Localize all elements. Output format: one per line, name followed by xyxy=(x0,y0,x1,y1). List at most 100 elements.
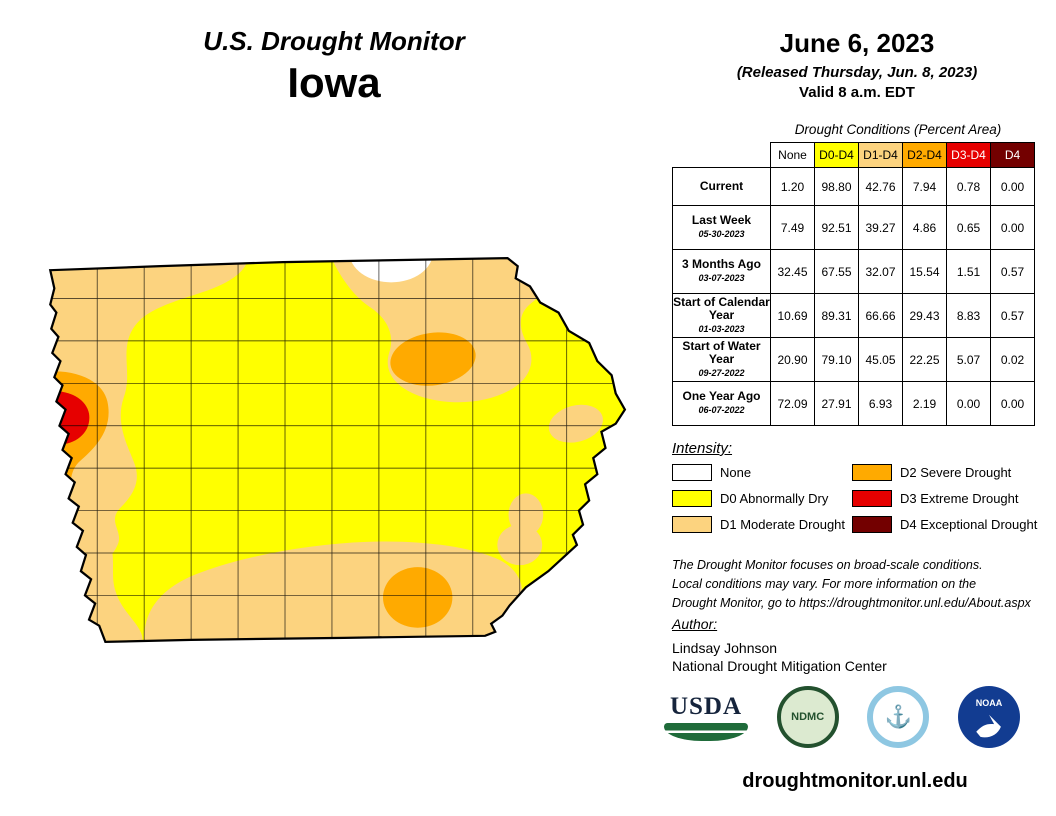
ndmc-wordmark: NDMC xyxy=(791,711,825,723)
map-region-d2-west xyxy=(50,371,109,524)
legend-column-right: D2 Severe Drought D3 Extreme Drought D4 … xyxy=(852,464,1056,533)
date-block: June 6, 2023 (Released Thursday, Jun. 8,… xyxy=(697,28,1017,101)
col-header-d3-d4: D3-D4 xyxy=(946,142,991,168)
cell-value: 45.05 xyxy=(858,337,903,382)
cell-value: 0.02 xyxy=(990,337,1035,382)
noaa-wordmark: NOAA xyxy=(975,698,1003,708)
cell-value: 32.07 xyxy=(858,249,903,294)
report-title: U.S. Drought Monitor xyxy=(203,26,465,56)
row-label: Start of Water Year 09-27-2022 xyxy=(672,337,771,382)
table-row-start-calendar-year: Start of Calendar Year 01-03-2023 10.69 … xyxy=(672,293,1035,338)
cell-value: 79.10 xyxy=(814,337,859,382)
commerce-seal-logo: ⚓ xyxy=(867,686,930,748)
drought-conditions-table: None D0-D4 D1-D4 D2-D4 D3-D4 D4 Current … xyxy=(672,142,1035,426)
cell-value: 32.45 xyxy=(770,249,815,294)
logo-row: USDA NDMC ⚓ NOAA xyxy=(664,686,1020,748)
cell-value: 42.76 xyxy=(858,167,903,206)
usda-swoosh-icon xyxy=(664,723,748,741)
author-name: Lindsay Johnson xyxy=(672,640,778,656)
release-date: (Released Thursday, Jun. 8, 2023) xyxy=(736,64,978,81)
legend-item-d3: D3 Extreme Drought xyxy=(852,490,1056,507)
title-block: U.S. Drought Monitor Iowa xyxy=(128,26,540,107)
cell-value: 6.93 xyxy=(858,381,903,426)
cell-value: 5.07 xyxy=(946,337,991,382)
table-row-last-week: Last Week 05-30-2023 7.49 92.51 39.27 4.… xyxy=(672,205,1035,250)
cell-value: 0.65 xyxy=(946,205,991,250)
disclaimer-text: The Drought Monitor focuses on broad-sca… xyxy=(672,558,1031,610)
row-label: One Year Ago 06-07-2022 xyxy=(672,381,771,426)
none-swatch xyxy=(672,464,712,481)
cell-value: 66.66 xyxy=(858,293,903,338)
footer-url: droughtmonitor.unl.edu xyxy=(742,770,968,792)
state-name: Iowa xyxy=(287,59,381,106)
cell-value: 2.19 xyxy=(902,381,947,426)
d3-swatch xyxy=(852,490,892,507)
table-caption: Drought Conditions (Percent Area) xyxy=(794,122,1002,137)
author-organization: National Drought Mitigation Center xyxy=(672,658,887,674)
cell-value: 27.91 xyxy=(814,381,859,426)
row-label: Current xyxy=(672,167,771,206)
cell-value: 20.90 xyxy=(770,337,815,382)
table-row-start-water-year: Start of Water Year 09-27-2022 20.90 79.… xyxy=(672,337,1035,382)
map-region-d1-east-upper xyxy=(548,404,603,443)
cell-value: 39.27 xyxy=(858,205,903,250)
cell-value: 0.00 xyxy=(990,381,1035,426)
cell-value: 7.49 xyxy=(770,205,815,250)
cell-value: 1.51 xyxy=(946,249,991,294)
map-region-d1-northwest xyxy=(50,258,249,572)
author-heading: Author: xyxy=(672,616,718,632)
col-header-d0-d4: D0-D4 xyxy=(814,142,859,168)
row-label: Start of Calendar Year 01-03-2023 xyxy=(672,293,771,338)
cell-value: 0.00 xyxy=(990,167,1035,206)
iowa-drought-map xyxy=(49,256,627,644)
noaa-logo: NOAA xyxy=(957,686,1020,748)
usda-wordmark: USDA xyxy=(669,693,743,720)
cell-value: 98.80 xyxy=(814,167,859,206)
cell-value: 0.00 xyxy=(990,205,1035,250)
col-header-d4: D4 xyxy=(990,142,1035,168)
cell-value: 4.86 xyxy=(902,205,947,250)
legend-item-d2: D2 Severe Drought xyxy=(852,464,1056,481)
row-label: Last Week 05-30-2023 xyxy=(672,205,771,250)
cell-value: 0.57 xyxy=(990,293,1035,338)
cell-value: 1.20 xyxy=(770,167,815,206)
table-row-3-months-ago: 3 Months Ago 03-07-2023 32.45 67.55 32.0… xyxy=(672,249,1035,294)
cell-value: 10.69 xyxy=(770,293,815,338)
cell-value: 8.83 xyxy=(946,293,991,338)
anchor-icon: ⚓ xyxy=(884,704,913,729)
d2-swatch xyxy=(852,464,892,481)
table-row-current: Current 1.20 98.80 42.76 7.94 0.78 0.00 xyxy=(672,167,1035,206)
cell-value: 15.54 xyxy=(902,249,947,294)
row-label: 3 Months Ago 03-07-2023 xyxy=(672,249,771,294)
ndmc-logo: NDMC xyxy=(776,686,839,748)
cell-value: 0.57 xyxy=(990,249,1035,294)
cell-value: 92.51 xyxy=(814,205,859,250)
legend-item-d0: D0 Abnormally Dry xyxy=(672,490,852,507)
cell-value: 67.55 xyxy=(814,249,859,294)
d1-swatch xyxy=(672,516,712,533)
cell-value: 72.09 xyxy=(770,381,815,426)
map-region-none-north xyxy=(349,258,434,283)
cell-value: 0.78 xyxy=(946,167,991,206)
map-region-d2-south xyxy=(382,567,453,628)
table-corner-blank xyxy=(673,143,771,168)
map-date: June 6, 2023 xyxy=(779,28,935,58)
cell-value: 7.94 xyxy=(902,167,947,206)
table-header-row: None D0-D4 D1-D4 D2-D4 D3-D4 D4 xyxy=(673,142,1035,168)
legend-item-d4: D4 Exceptional Drought xyxy=(852,516,1056,533)
table-row-one-year-ago: One Year Ago 06-07-2022 72.09 27.91 6.93… xyxy=(672,381,1035,426)
cell-value: 0.00 xyxy=(946,381,991,426)
seagull-icon xyxy=(976,714,1001,738)
legend-item-d1: D1 Moderate Drought xyxy=(672,516,852,533)
legend-item-none: None xyxy=(672,464,852,481)
col-header-d2-d4: D2-D4 xyxy=(902,142,947,168)
usda-logo: USDA xyxy=(664,693,748,741)
intensity-legend-title: Intensity: xyxy=(672,440,733,457)
valid-time: Valid 8 a.m. EDT xyxy=(799,84,915,101)
map-region-d2-northcentral xyxy=(390,332,476,386)
cell-value: 22.25 xyxy=(902,337,947,382)
county-grid-lines xyxy=(50,258,625,642)
d0-swatch xyxy=(672,490,712,507)
d4-swatch xyxy=(852,516,892,533)
